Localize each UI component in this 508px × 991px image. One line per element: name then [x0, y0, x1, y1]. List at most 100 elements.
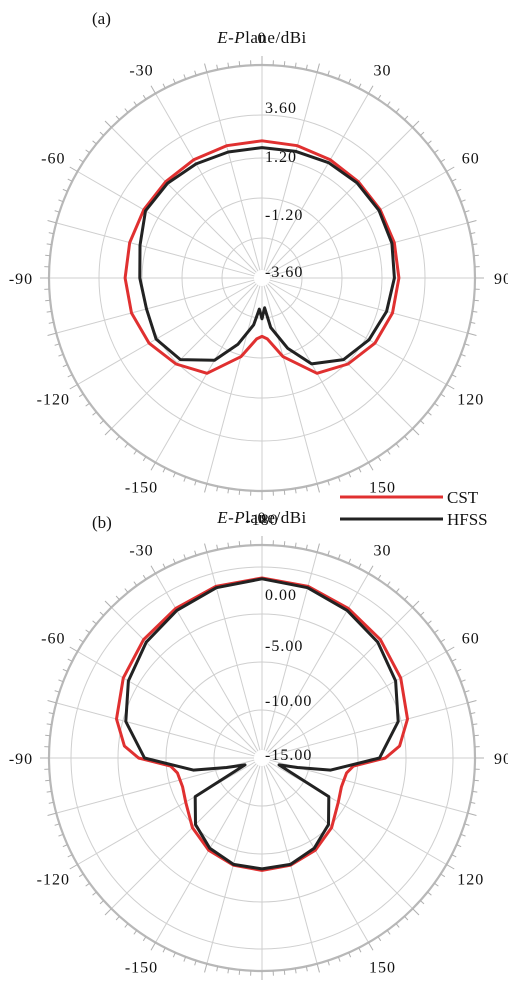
- tick-a-42: [404, 115, 409, 121]
- tick-a-342: [194, 70, 197, 76]
- tick-a-174: [283, 489, 286, 495]
- tick-a-102: [470, 321, 476, 324]
- tick-b-204: [172, 952, 176, 958]
- radial-label-a-3: -3.60: [265, 264, 303, 281]
- tick-a-117: [451, 374, 457, 378]
- tick-a-153: [358, 467, 362, 473]
- tick-a-225: [104, 428, 112, 436]
- angle-label-a-1: 30: [374, 62, 392, 79]
- tick-b-123: [440, 873, 446, 878]
- angle-label-a-3: 90: [494, 271, 508, 288]
- tick-b-207: [162, 947, 166, 953]
- tick-a-228: [99, 420, 105, 425]
- tick-b-108: [464, 823, 470, 826]
- tick-b-264: [45, 779, 51, 782]
- angle-label-a-11: -30: [129, 62, 153, 79]
- radial-label-b-2: -10.00: [265, 693, 312, 710]
- tick-b-33: [377, 574, 382, 580]
- grid-spoke-a-135: [267, 283, 413, 429]
- tick-b-147: [377, 936, 382, 942]
- traces-a: [123, 139, 401, 375]
- tick-a-318: [115, 115, 120, 121]
- tick-b-144: [386, 930, 391, 935]
- radial-label-b-3: -15.00: [265, 747, 312, 764]
- tick-b-117: [451, 854, 457, 858]
- grid-spoke-b-60: [268, 651, 447, 755]
- chart-title-a: E-Plane/dBi: [216, 28, 307, 47]
- tick-b-333: [162, 563, 166, 569]
- chart-title-a-rest: lane/dBi: [245, 28, 307, 47]
- tick-b-249: [58, 833, 64, 837]
- trace-cst-a: [123, 139, 401, 375]
- tick-a-12: [305, 64, 308, 70]
- tick-b-291: [58, 679, 64, 683]
- tick-a-222: [115, 435, 120, 441]
- tick-a-123: [440, 393, 446, 398]
- tick-a-51: [427, 140, 432, 145]
- tick-a-294: [62, 188, 68, 192]
- tick-b-258: [48, 801, 54, 804]
- tick-b-225: [104, 908, 112, 916]
- tick-a-18: [327, 70, 330, 76]
- tick-a-36: [386, 101, 391, 106]
- tick-a-279: [46, 243, 52, 246]
- angle-labels-b: 0 30 60 90 120 150 -180 -150 -120 -90 -60 -30: [9, 510, 508, 977]
- tick-b-162: [327, 960, 330, 966]
- tick-a-57: [440, 158, 446, 163]
- grid-spoke-b-75: [269, 702, 468, 757]
- tick-a-315: [104, 120, 112, 128]
- tick-b-195: [204, 963, 208, 973]
- tick-a-72: [464, 210, 470, 213]
- tick-b-102: [470, 801, 476, 804]
- tick-a-309: [92, 140, 97, 145]
- tick-b-141: [395, 923, 400, 928]
- radial-labels-b: 0.00 -5.00 -10.00 -15.00: [265, 587, 312, 764]
- grid-spoke-a-195: [206, 285, 261, 484]
- angle-label-a-4: 120: [457, 392, 484, 409]
- tick-b-126: [434, 882, 439, 887]
- tick-b-321: [124, 588, 129, 593]
- angle-label-a-9: -90: [9, 271, 33, 288]
- tick-a-108: [464, 343, 470, 346]
- tick-a-231: [92, 411, 97, 416]
- tick-b-309: [92, 620, 97, 625]
- grid-spoke-b-315: [111, 607, 257, 753]
- tick-a-162: [327, 480, 330, 486]
- tick-b-114: [456, 844, 462, 848]
- tick-b-6: [283, 541, 286, 547]
- tick-b-219: [124, 923, 129, 928]
- tick-a-255: [47, 332, 57, 336]
- grid-spoke-a-255: [56, 279, 255, 334]
- tick-a-30: [368, 85, 374, 94]
- radial-label-b-1: -5.00: [265, 638, 303, 655]
- tick-a-312: [99, 131, 105, 136]
- tick-b-45: [412, 600, 420, 608]
- tick-a-336: [172, 78, 176, 84]
- angle-label-a-0: 0: [258, 30, 267, 47]
- tick-b-96: [473, 779, 479, 782]
- tick-b-174: [283, 969, 286, 975]
- tick-a-45: [412, 120, 420, 128]
- tick-b-330: [150, 565, 156, 574]
- tick-b-327: [142, 574, 147, 580]
- tick-a-69: [460, 199, 466, 203]
- tick-b-60: [446, 646, 455, 652]
- tick-b-318: [115, 595, 120, 601]
- tick-a-354: [238, 61, 241, 67]
- tick-a-351: [227, 62, 230, 68]
- grid-spoke-b-240: [77, 761, 256, 865]
- grid-spoke-b-285: [56, 702, 255, 757]
- tick-a-15: [316, 63, 320, 73]
- tick-b-222: [115, 915, 120, 921]
- tick-a-192: [216, 486, 219, 492]
- tick-a-81: [472, 243, 478, 246]
- angle-label-a-5: 150: [369, 480, 396, 497]
- grid-spoke-b-120: [268, 761, 447, 865]
- chart-title-b: E-Plane/dBi: [216, 508, 307, 527]
- grid-spoke-b-330: [155, 573, 259, 752]
- tick-a-282: [48, 232, 54, 235]
- tick-b-348: [216, 544, 219, 550]
- tick-b-99: [472, 790, 478, 793]
- angle-label-b-7: -150: [125, 960, 158, 977]
- tick-b-135: [412, 908, 420, 916]
